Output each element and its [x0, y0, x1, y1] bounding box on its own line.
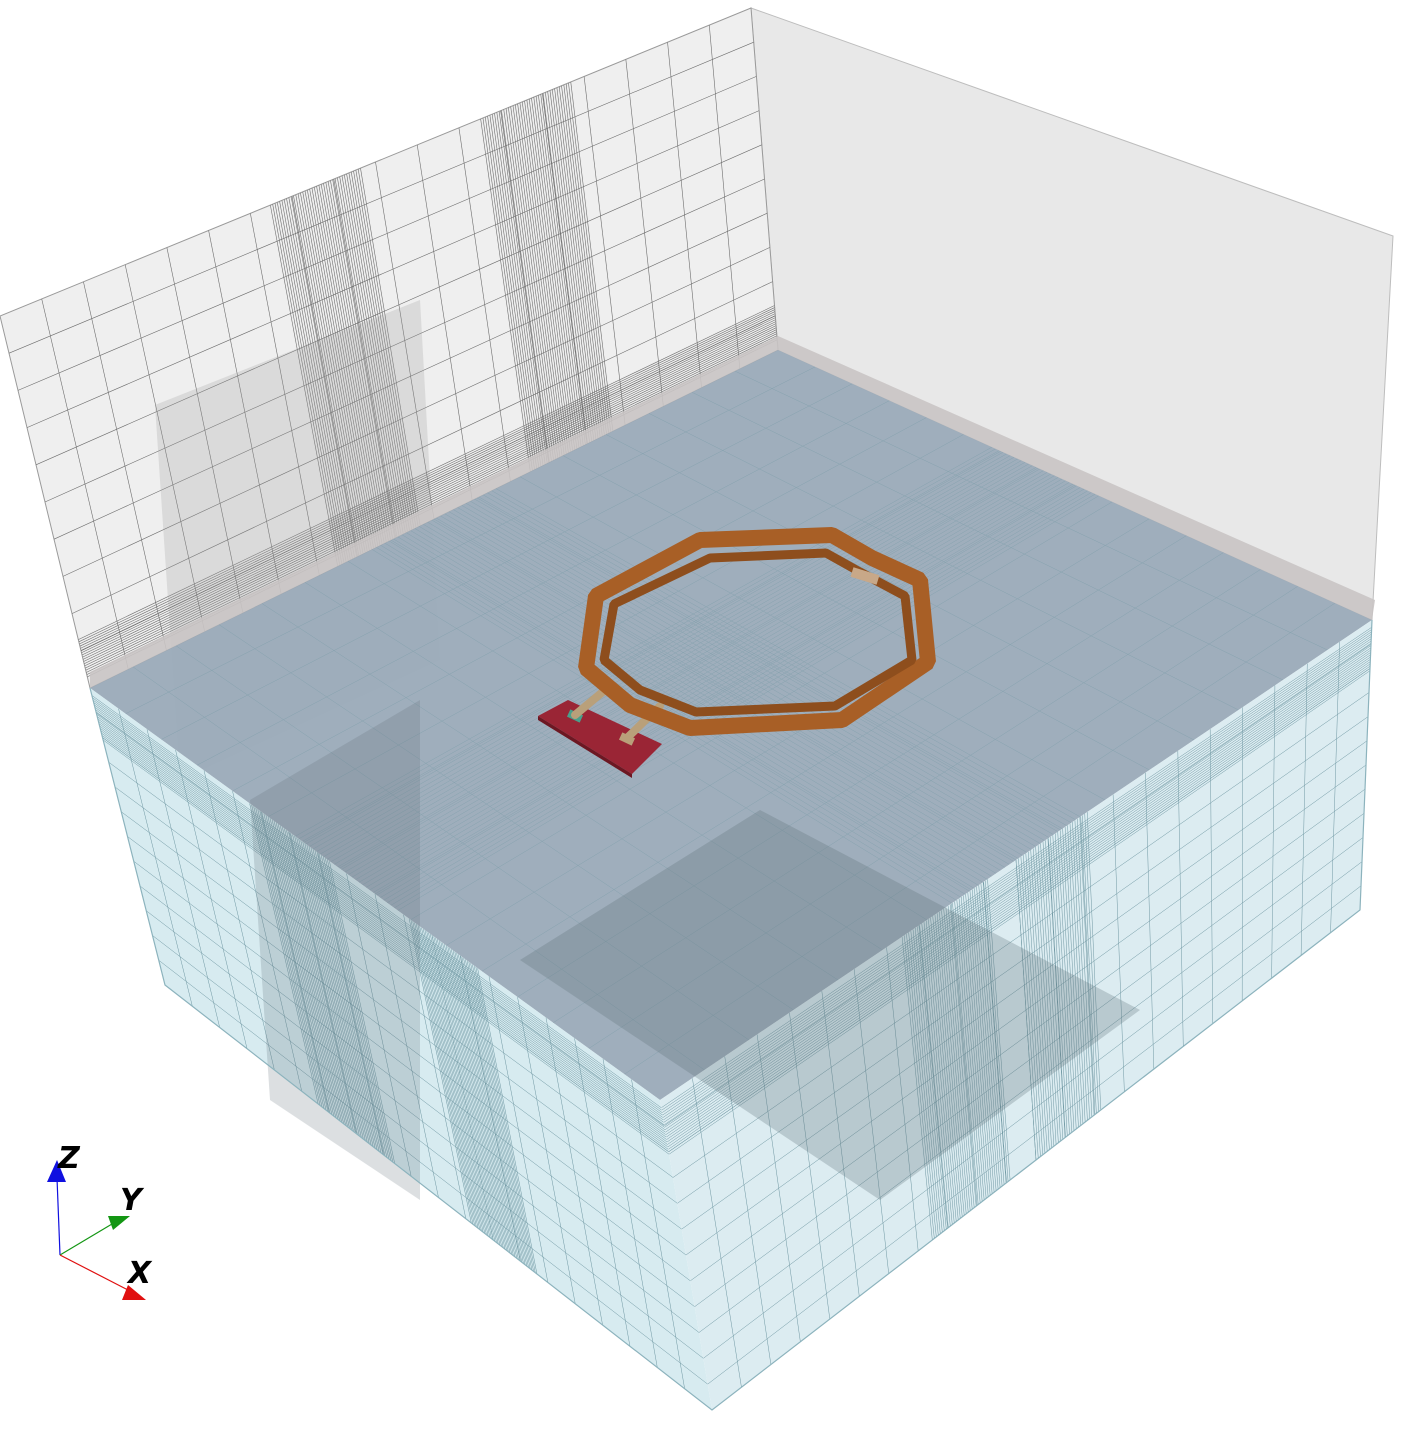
octagonal-inductor-coil[interactable]	[578, 527, 936, 736]
coordinate-triad: Z Y X	[47, 1141, 153, 1300]
x-axis-line	[59, 1254, 129, 1291]
coil-inner-ring	[599, 548, 917, 717]
substrate-right-face	[660, 620, 1372, 1410]
substrate-left-face	[90, 688, 712, 1410]
y-axis-line	[59, 1223, 113, 1256]
z-axis-arrow-icon	[47, 1160, 66, 1182]
y-axis-label: Y	[120, 1183, 145, 1218]
substrate-mesh-grid	[91, 366, 1372, 1389]
z-axis-label: Z	[57, 1141, 81, 1176]
z-axis-line	[56, 1177, 61, 1256]
y-axis-arrow-icon	[108, 1216, 130, 1230]
x-axis-arrow-icon	[122, 1285, 146, 1300]
substrate-outline	[89, 619, 1373, 1411]
substrate-shadow-band-2	[250, 700, 420, 1200]
coil-crossover	[850, 567, 880, 585]
substrate-shadow-band	[520, 810, 1140, 1200]
air-box-mesh-grid	[8, 25, 778, 678]
x-axis-label: X	[126, 1256, 153, 1291]
coil-outer-ring	[578, 527, 936, 736]
